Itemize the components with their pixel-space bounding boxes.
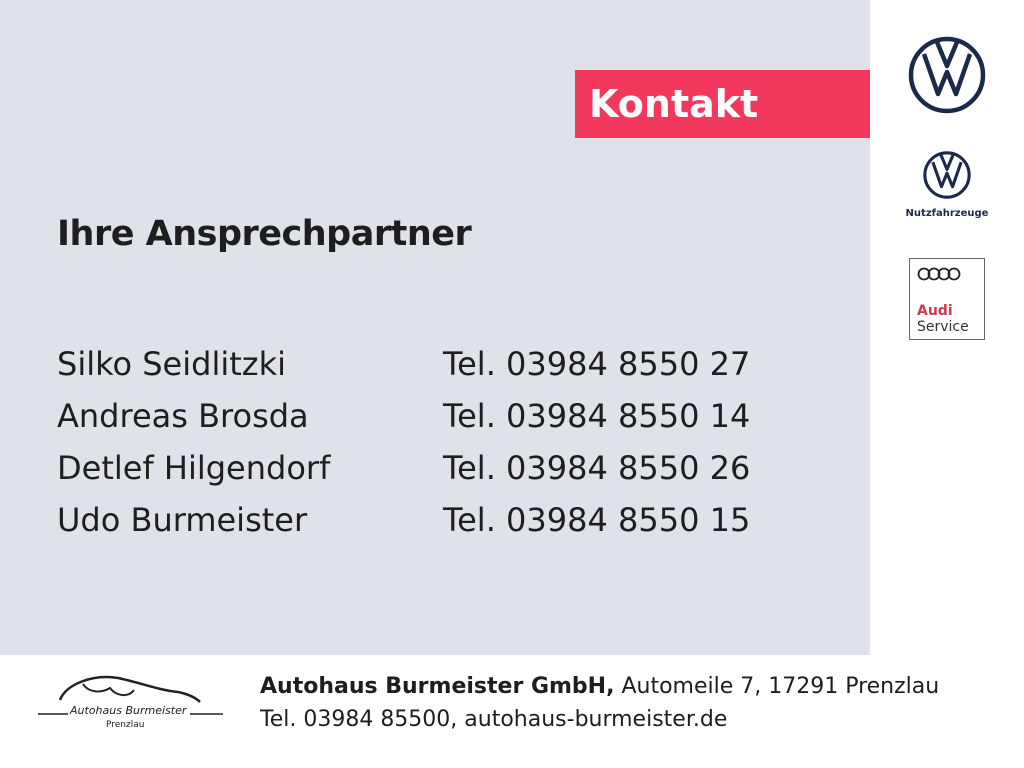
service-label: Service (917, 319, 969, 335)
nutzfahrzeuge-label: Nutzfahrzeuge (905, 208, 989, 219)
contact-phone: Tel. 03984 8550 15 (443, 501, 751, 539)
vw-logo (908, 36, 986, 114)
kontakt-banner: Kontakt (575, 70, 870, 138)
autohaus-burmeister-car-logo (38, 675, 223, 715)
dealer-logo-name: Autohaus Burmeister (70, 704, 187, 717)
contact-row: Udo Burmeister Tel. 03984 8550 15 (57, 501, 817, 539)
vw-nutzfahrzeuge-logo (923, 151, 971, 199)
footer-street: Automeile 7, 17291 Prenzlau (614, 674, 940, 699)
contact-name: Silko Seidlitzki (57, 345, 286, 383)
contact-name: Detlef Hilgendorf (57, 449, 331, 487)
page-title: Ihre Ansprechpartner (57, 214, 472, 254)
footer-contact: Tel. 03984 85500, autohaus-burmeister.de (260, 707, 728, 732)
audi-label: Audi (917, 303, 953, 319)
footer-address: Autohaus Burmeister GmbH, Automeile 7, 1… (260, 674, 939, 699)
contact-phone: Tel. 03984 8550 14 (443, 397, 751, 435)
contact-phone: Tel. 03984 8550 27 (443, 345, 751, 383)
audi-service-logo: Audi Service (909, 258, 985, 340)
contact-name: Udo Burmeister (57, 501, 308, 539)
contact-phone: Tel. 03984 8550 26 (443, 449, 751, 487)
dealer-logo-city: Prenzlau (106, 720, 145, 730)
contact-row: Detlef Hilgendorf Tel. 03984 8550 26 (57, 449, 817, 487)
footer-company: Autohaus Burmeister GmbH, (260, 674, 615, 699)
contact-row: Silko Seidlitzki Tel. 03984 8550 27 (57, 345, 817, 383)
audi-rings-icon (917, 267, 961, 281)
contact-name: Andreas Brosda (57, 397, 309, 435)
contact-row: Andreas Brosda Tel. 03984 8550 14 (57, 397, 817, 435)
